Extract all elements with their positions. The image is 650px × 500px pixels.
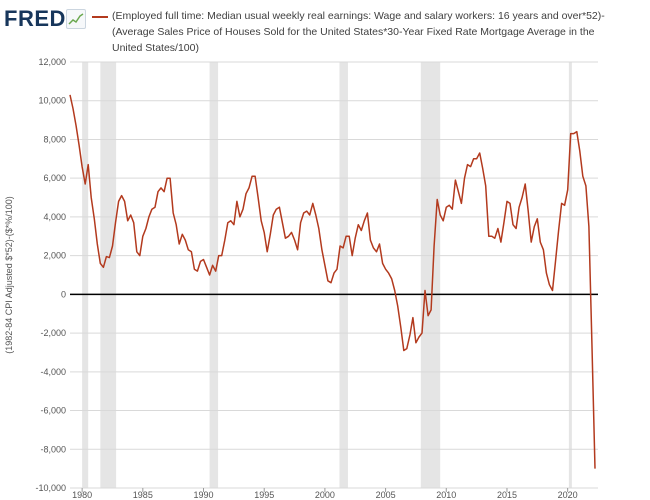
y-axis-ticks: 12,000 10,000 8,000 6,000 4,000 2,000 0 -2,000 -… [35,57,66,493]
x-tick-label: 2010 [436,490,456,500]
y-tick-label: -2,000 [40,328,66,338]
recession-band [568,62,572,488]
y-axis-label: (1982-84 CPI Adjusted $*52)-($*%/100) [4,196,14,354]
y-tick-label: 0 [61,289,66,299]
x-axis-ticks: 1980 1985 1990 1995 2000 2005 2010 2015 2020 [72,488,578,500]
y-tick-label: 10,000 [38,96,66,106]
recession-band [420,62,441,488]
legend-series-label: (Employed full time: Median usual weekly… [112,10,605,54]
y-tick-label: 4,000 [43,212,66,222]
recession-band [209,62,219,488]
y-tick-label: 8,000 [43,134,66,144]
series-layer [69,94,596,469]
x-tick-label: 2015 [497,490,517,500]
recession-bands [82,62,572,488]
y-tick-label: 6,000 [43,173,66,183]
x-tick-label: 2005 [376,490,396,500]
chart-header: FRED (Employed full time: Median usual w… [0,0,650,55]
legend-series-swatch [92,16,108,18]
x-tick-label: 1995 [254,490,274,500]
recession-band [100,62,117,488]
x-tick-label: 1980 [72,490,92,500]
y-tick-label: 12,000 [38,57,66,67]
y-tick-label: -8,000 [40,444,66,454]
y-tick-label: -4,000 [40,367,66,377]
fred-logo[interactable]: FRED [4,6,66,31]
line-chart-icon [66,9,86,29]
recession-band [82,62,89,488]
series-line [69,94,596,469]
recession-band [339,62,348,488]
y-tick-label: -10,000 [35,483,66,493]
x-tick-label: 1990 [194,490,214,500]
x-tick-label: 2000 [315,490,335,500]
y-tick-label: 2,000 [43,251,66,261]
x-tick-label: 2020 [558,490,578,500]
x-tick-label: 1985 [133,490,153,500]
y-tick-label: -6,000 [40,406,66,416]
